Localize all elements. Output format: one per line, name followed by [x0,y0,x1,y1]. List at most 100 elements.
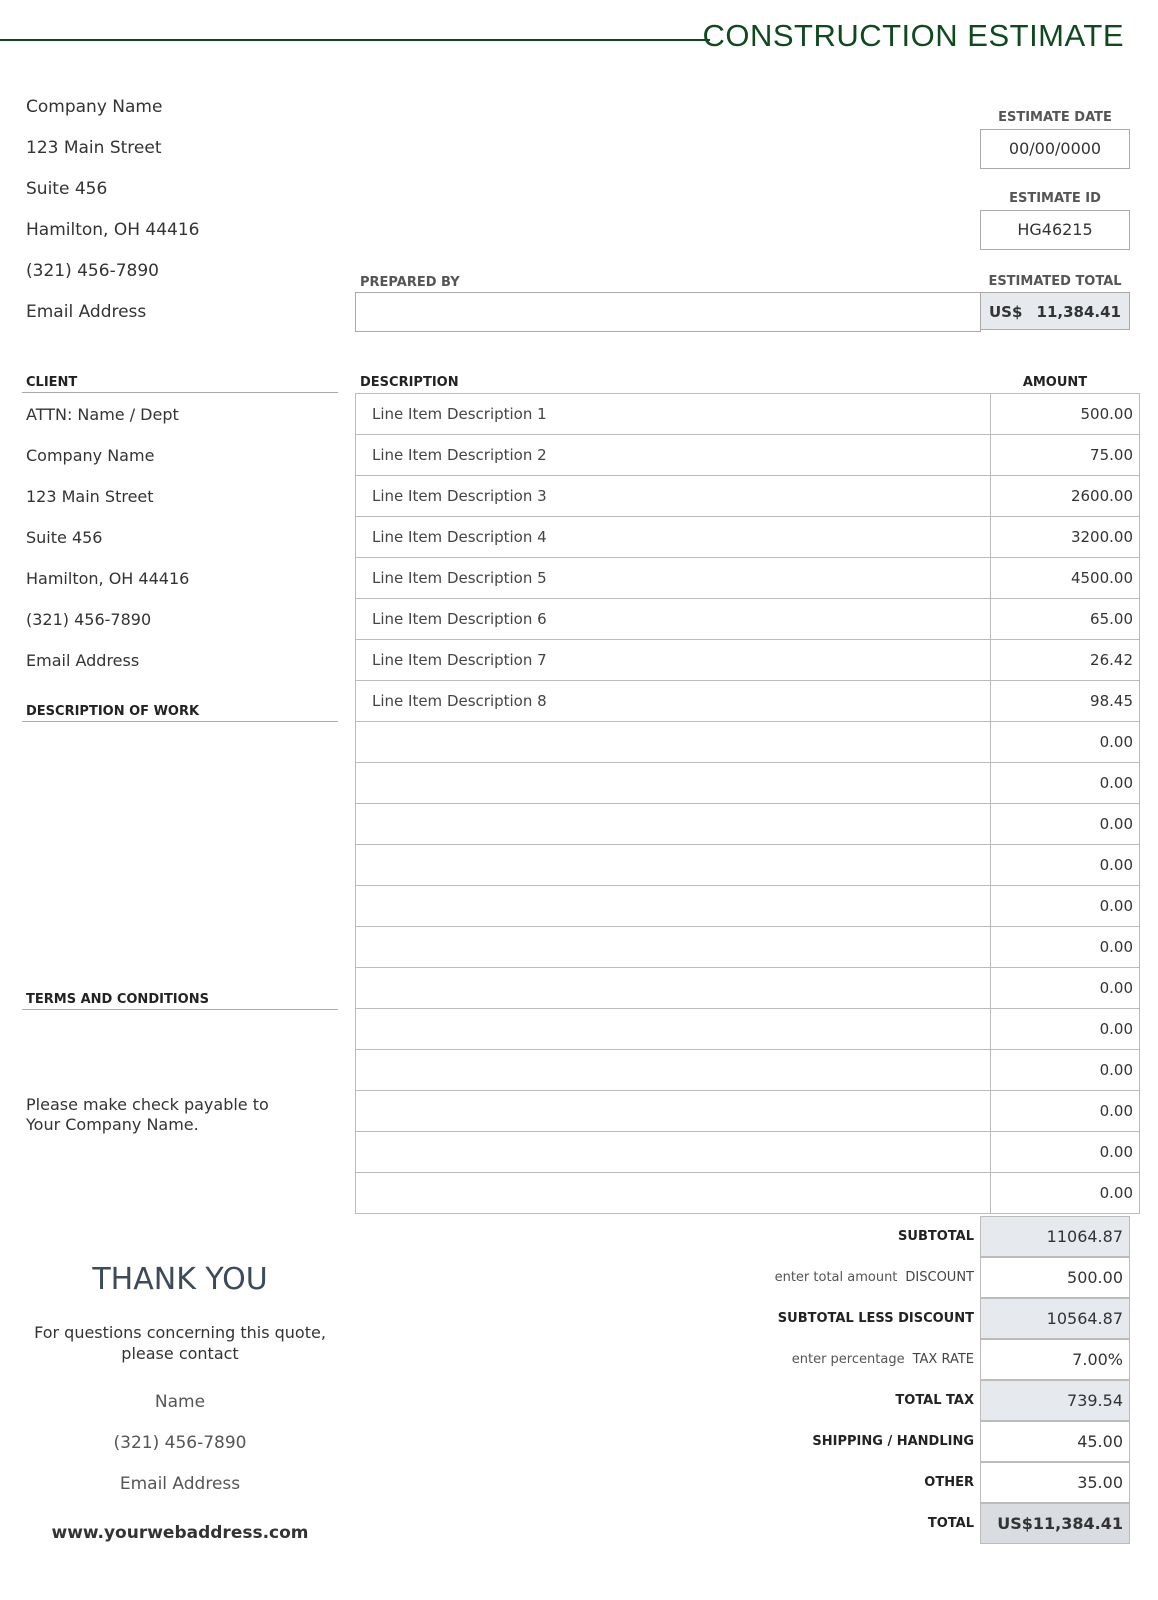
line-item-description[interactable] [355,1131,991,1173]
totals-label: TOTAL TAX [640,1380,980,1421]
prepared-by-label: PREPARED BY [360,275,460,290]
table-row: Line Item Description 6 65.00 [355,598,1140,640]
table-row: 0.00 [355,844,1140,886]
line-item-description[interactable]: Line Item Description 4 [355,516,991,558]
line-item-amount[interactable]: 65.00 [990,598,1140,640]
line-item-description[interactable] [355,967,991,1009]
line-item-amount[interactable]: 26.42 [990,639,1140,681]
table-row: 0.00 [355,1090,1140,1132]
company-line: Hamilton, OH 44416 [26,220,200,240]
line-item-amount[interactable]: 0.00 [990,1008,1140,1050]
table-row: 0.00 [355,1172,1140,1214]
line-item-amount[interactable]: 0.00 [990,762,1140,804]
totals-value[interactable]: 500.00 [980,1257,1130,1298]
line-item-amount[interactable]: 0.00 [990,967,1140,1009]
totals-label-text: DISCOUNT [905,1270,974,1285]
line-item-amount[interactable]: 4500.00 [990,557,1140,599]
table-row: 0.00 [355,1008,1140,1050]
estimate-id-field[interactable]: HG46215 [980,210,1130,250]
line-item-amount[interactable]: 0.00 [990,803,1140,845]
totals-value: 739.54 [980,1380,1130,1421]
contact-phone: (321) 456-7890 [113,1433,247,1453]
totals-label-text: TAX RATE [912,1352,974,1367]
line-item-description[interactable]: Line Item Description 7 [355,639,991,681]
terms-rule [22,1009,338,1010]
title-rule [0,39,710,41]
line-item-description[interactable] [355,844,991,886]
totals-value[interactable]: 35.00 [980,1462,1130,1503]
line-item-amount[interactable]: 0.00 [990,844,1140,886]
table-row: Line Item Description 2 75.00 [355,434,1140,476]
line-item-amount[interactable]: 0.00 [990,926,1140,968]
line-item-amount[interactable]: 500.00 [990,393,1140,435]
estimate-date-label: ESTIMATE DATE [998,110,1112,125]
table-row: Line Item Description 8 98.45 [355,680,1140,722]
totals-row: enter percentage TAX RATE 7.00% [640,1339,1130,1380]
totals-row: TOTAL TAX 739.54 [640,1380,1130,1421]
line-item-description[interactable] [355,885,991,927]
line-item-amount[interactable]: 2600.00 [990,475,1140,517]
totals-row: SUBTOTAL 11064.87 [640,1216,1130,1257]
company-line: Suite 456 [26,179,108,199]
table-row: Line Item Description 7 26.42 [355,639,1140,681]
totals-value: 10564.87 [980,1298,1130,1339]
estimated-total-label: ESTIMATED TOTAL [988,274,1122,289]
client-line: Hamilton, OH 44416 [26,569,190,588]
totals-hint: enter total amount [774,1270,898,1285]
totals-value[interactable]: 7.00% [980,1339,1130,1380]
line-item-description[interactable]: Line Item Description 6 [355,598,991,640]
line-item-description[interactable] [355,721,991,763]
table-row: Line Item Description 1 500.00 [355,393,1140,435]
totals-label-text: TOTAL TAX [895,1393,974,1408]
line-item-amount[interactable]: 0.00 [990,1131,1140,1173]
totals-label: SUBTOTAL LESS DISCOUNT [640,1298,980,1339]
line-item-amount[interactable]: 75.00 [990,434,1140,476]
estimated-total-field: US$ 11,384.41 [980,292,1130,330]
client-line: 123 Main Street [26,487,154,506]
estimated-total-value: 11,384.41 [1036,303,1121,321]
line-item-amount[interactable]: 0.00 [990,885,1140,927]
totals-label-text: OTHER [924,1475,974,1490]
table-row: 0.00 [355,926,1140,968]
client-line: (321) 456-7890 [26,610,152,629]
line-item-description[interactable] [355,1049,991,1091]
company-line: Company Name [26,97,163,117]
prepared-by-field[interactable] [355,292,981,332]
line-item-amount[interactable]: 0.00 [990,1172,1140,1214]
totals-row: SHIPPING / HANDLING 45.00 [640,1421,1130,1462]
totals-row: enter total amount DISCOUNT 500.00 [640,1257,1130,1298]
line-item-description[interactable] [355,1090,991,1132]
client-label: CLIENT [26,375,78,390]
totals-row: OTHER 35.00 [640,1462,1130,1503]
company-line: (321) 456-7890 [26,261,159,281]
totals-value: US$11,384.41 [980,1503,1130,1544]
estimate-date-field[interactable]: 00/00/0000 [980,129,1130,169]
table-row: Line Item Description 3 2600.00 [355,475,1140,517]
line-item-description[interactable] [355,762,991,804]
line-item-amount[interactable]: 0.00 [990,1049,1140,1091]
thank-you-heading: THANK YOU [92,1262,268,1297]
description-of-work-label: DESCRIPTION OF WORK [26,704,200,719]
table-row: 0.00 [355,803,1140,845]
line-item-description[interactable] [355,1008,991,1050]
line-item-description[interactable] [355,803,991,845]
line-item-description[interactable]: Line Item Description 2 [355,434,991,476]
line-item-description[interactable]: Line Item Description 1 [355,393,991,435]
line-item-amount[interactable]: 98.45 [990,680,1140,722]
totals-value[interactable]: 45.00 [980,1421,1130,1462]
table-row: Line Item Description 5 4500.00 [355,557,1140,599]
line-item-description[interactable] [355,1172,991,1214]
line-item-amount[interactable]: 0.00 [990,721,1140,763]
line-item-description[interactable]: Line Item Description 8 [355,680,991,722]
line-item-description[interactable]: Line Item Description 5 [355,557,991,599]
totals-label-text: SHIPPING / HANDLING [812,1434,974,1449]
estimate-id-label: ESTIMATE ID [1009,191,1101,206]
line-item-description[interactable] [355,926,991,968]
table-row: 0.00 [355,762,1140,804]
line-item-amount[interactable]: 0.00 [990,1090,1140,1132]
website-link[interactable]: www.yourwebaddress.com [51,1523,309,1543]
totals-hint: enter percentage [791,1352,905,1367]
line-item-description[interactable]: Line Item Description 3 [355,475,991,517]
table-row: 0.00 [355,885,1140,927]
line-item-amount[interactable]: 3200.00 [990,516,1140,558]
